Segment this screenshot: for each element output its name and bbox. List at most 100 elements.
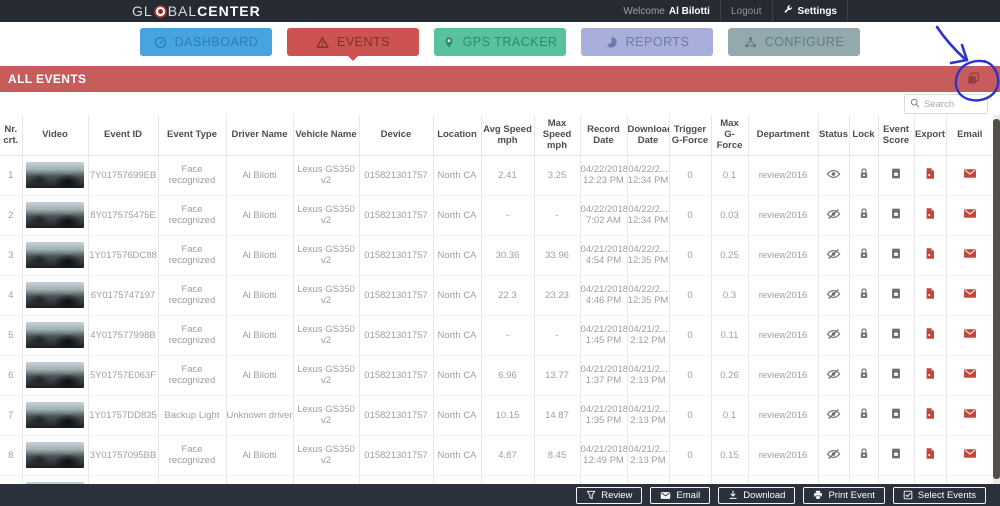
pdf-icon[interactable] — [924, 207, 936, 220]
cell-score — [877, 395, 914, 436]
print-event-button[interactable]: Print Event — [803, 486, 885, 504]
lock-icon[interactable] — [858, 167, 870, 180]
cell-max-speed: - — [533, 475, 580, 484]
scrollbar-thumb[interactable] — [993, 119, 1000, 479]
footer-action-bar: Review Email Download Print Event Select Eve… — [0, 484, 1000, 506]
score-icon[interactable] — [890, 167, 902, 180]
eye-off-icon[interactable] — [826, 208, 841, 220]
envelope-icon[interactable] — [963, 328, 977, 339]
cell-vehicle-name: Lexus GS350 v2 — [292, 195, 359, 236]
score-icon[interactable] — [890, 367, 902, 380]
score-icon[interactable] — [890, 327, 902, 340]
envelope-icon[interactable] — [963, 368, 977, 379]
lock-icon[interactable] — [858, 447, 870, 460]
video-thumbnail[interactable] — [26, 442, 84, 468]
tab-reports[interactable]: REPORTS — [581, 28, 713, 56]
score-icon[interactable] — [890, 287, 902, 300]
video-thumbnail[interactable] — [26, 482, 84, 484]
video-thumbnail[interactable] — [26, 282, 84, 308]
cell-lock — [848, 395, 878, 436]
search-box[interactable] — [904, 94, 988, 114]
pdf-icon[interactable] — [924, 327, 936, 340]
eye-icon[interactable] — [826, 168, 841, 180]
eye-off-icon[interactable] — [826, 328, 841, 340]
settings-button[interactable]: Settings — [783, 4, 837, 18]
eye-off-icon[interactable] — [826, 368, 841, 380]
pdf-icon[interactable] — [924, 367, 936, 380]
pdf-icon[interactable] — [924, 407, 936, 420]
tab-label: EVENTS — [336, 35, 390, 49]
envelope-icon[interactable] — [963, 448, 977, 459]
score-icon[interactable] — [890, 407, 902, 420]
cell-device: 015821301757 — [358, 195, 433, 236]
eye-off-icon[interactable] — [826, 248, 841, 260]
email-button[interactable]: Email — [650, 486, 711, 504]
lock-icon[interactable] — [858, 287, 870, 300]
cell-device: 015821301757 — [358, 275, 433, 316]
cell-location: North CA — [432, 315, 481, 356]
column-header-event-id: Event ID — [87, 115, 158, 156]
table-header-row: Nr. crt. Video Event ID Event Type Driver Na… — [0, 115, 993, 156]
cell-event-type: Face recognized — [157, 235, 226, 276]
pdf-icon[interactable] — [924, 287, 936, 300]
cell-event-id: 1Y01757DD835 — [87, 395, 158, 436]
search-input[interactable] — [924, 98, 982, 110]
cell-email — [945, 235, 993, 276]
eye-off-icon[interactable] — [826, 448, 841, 460]
score-icon[interactable] — [890, 447, 902, 460]
cell-download-date: 04/22/2... 12:34 PM — [626, 155, 669, 196]
column-header-download-date: Download Date — [626, 115, 669, 156]
score-icon[interactable] — [890, 207, 902, 220]
lock-icon[interactable] — [858, 207, 870, 220]
lock-icon[interactable] — [858, 407, 870, 420]
pdf-icon[interactable] — [924, 167, 936, 180]
video-thumbnail[interactable] — [26, 202, 84, 228]
cell-trigger-g: 0 — [668, 435, 711, 476]
cell-lock — [848, 475, 878, 484]
cell-lock — [848, 275, 878, 316]
select-events-button[interactable]: Select Events — [892, 486, 986, 504]
envelope-icon[interactable] — [963, 408, 977, 419]
eye-off-icon[interactable] — [826, 288, 841, 300]
cell-export — [913, 435, 946, 476]
tab-events[interactable]: EVENTS — [287, 28, 419, 61]
cell-email — [945, 395, 993, 436]
tab-gps-tracker[interactable]: GPS TRACKER — [434, 28, 566, 56]
envelope-icon[interactable] — [963, 168, 977, 179]
video-thumbnail[interactable] — [26, 162, 84, 188]
video-thumbnail[interactable] — [26, 402, 84, 428]
envelope-icon[interactable] — [963, 208, 977, 219]
cell-status — [817, 235, 849, 276]
export-events-button[interactable] — [966, 71, 982, 87]
lock-icon[interactable] — [858, 367, 870, 380]
video-thumbnail[interactable] — [26, 242, 84, 268]
cell-vehicle-name: Lexus GS350 v2 — [292, 315, 359, 356]
tab-configure[interactable]: CONFIGURE — [728, 28, 860, 56]
download-button[interactable]: Download — [718, 486, 796, 504]
lock-icon[interactable] — [858, 247, 870, 260]
vertical-scrollbar[interactable] — [993, 115, 1000, 484]
review-button[interactable]: Review — [576, 486, 643, 504]
score-icon[interactable] — [890, 247, 902, 260]
settings-label: Settings — [797, 5, 837, 17]
logout-link[interactable]: Logout — [730, 5, 762, 17]
lock-icon[interactable] — [858, 327, 870, 340]
cell-max-speed: - — [533, 195, 580, 236]
video-thumbnail[interactable] — [26, 322, 84, 348]
button-label: Review — [601, 489, 633, 501]
video-thumbnail[interactable] — [26, 362, 84, 388]
envelope-icon[interactable] — [963, 248, 977, 259]
eye-off-icon[interactable] — [826, 408, 841, 420]
cell-email — [945, 315, 993, 356]
tab-dashboard[interactable]: DASHBOARD — [140, 28, 272, 56]
main-nav-tabs: DASHBOARD EVENTS GPS TRACKER REPORTS CONFIGU… — [0, 28, 1000, 64]
pdf-icon[interactable] — [924, 247, 936, 260]
gauge-icon — [154, 36, 167, 49]
cell-driver-name: Al Bilotti — [225, 435, 293, 476]
cell-device: 015821301757 — [358, 315, 433, 356]
envelope-icon[interactable] — [963, 288, 977, 299]
cell-max-speed: 23.23 — [533, 275, 580, 316]
cell-lock — [848, 155, 878, 196]
pdf-icon[interactable] — [924, 447, 936, 460]
cell-email — [945, 155, 993, 196]
